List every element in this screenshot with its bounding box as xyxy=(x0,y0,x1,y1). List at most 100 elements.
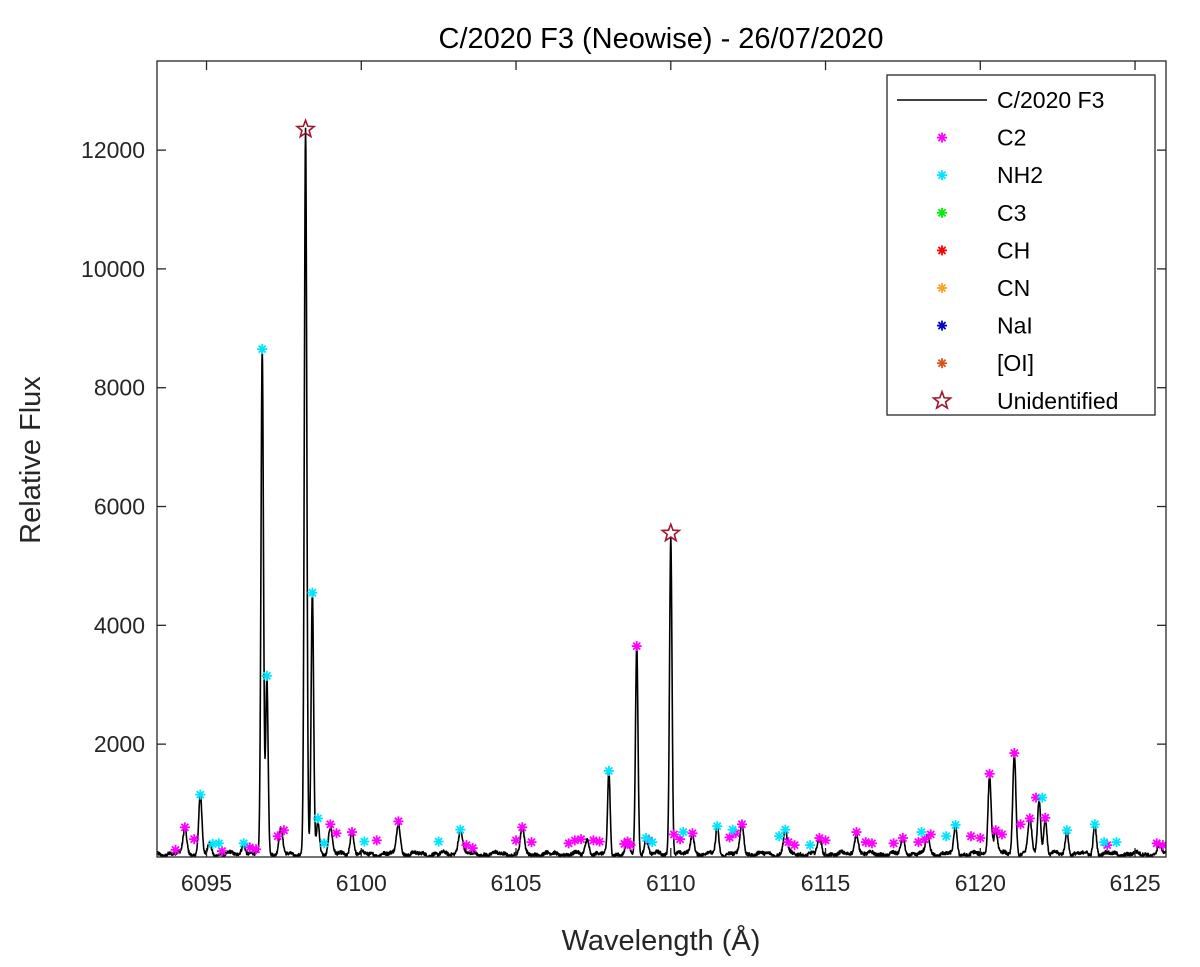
marker-C2-47-stroke xyxy=(976,833,985,843)
marker-NH2-12 xyxy=(603,765,614,776)
x-tick-label: 6100 xyxy=(336,870,387,896)
legend-label: C/2020 F3 xyxy=(997,87,1104,113)
marker-C2-14-stroke xyxy=(468,843,477,853)
marker-C2-2-stroke xyxy=(189,835,199,844)
y-tick-label: 6000 xyxy=(94,494,145,520)
marker-NH2-4-stroke xyxy=(258,344,267,354)
marker-NH2-22-stroke xyxy=(942,832,951,841)
marker-C2-5-stroke xyxy=(251,845,261,854)
marker-C2-15 xyxy=(511,835,522,846)
marker-NH2-8-stroke xyxy=(319,839,329,848)
marker-C2-49-stroke xyxy=(991,826,1000,835)
marker-C2-53-stroke xyxy=(1025,814,1034,823)
marker-C2-35-stroke xyxy=(790,840,799,850)
marker-C2-49 xyxy=(990,825,1001,836)
marker-NH2-19-stroke xyxy=(781,825,790,834)
marker-C2-20-stroke xyxy=(576,835,586,844)
legend-asterisk-swatch xyxy=(937,320,947,331)
marker-C2-28 xyxy=(668,829,679,840)
marker-NH2-23-stroke xyxy=(951,820,960,830)
marker-C2-1 xyxy=(179,822,190,833)
legend-asterisk-swatch xyxy=(937,132,947,143)
marker-C2-8 xyxy=(325,819,336,830)
legend-entry-spectrum: C/2020 F3 xyxy=(897,87,1104,113)
marker-C2-35 xyxy=(789,840,800,851)
x-tick-label: 6110 xyxy=(646,870,695,896)
marker-C2-11-stroke xyxy=(372,836,381,845)
marker-NH2-2-stroke xyxy=(214,839,224,848)
y-tick-label: 4000 xyxy=(94,612,145,638)
marker-C2-57-stroke xyxy=(1152,839,1161,848)
marker-NH2-23 xyxy=(950,819,961,830)
marker-NH2-28-stroke xyxy=(1112,837,1121,847)
legend: C/2020 F3 C2 NH2 C3 CH CN NaI [OI] Unidentified xyxy=(886,74,1156,416)
legend-asterisk-swatch-stroke xyxy=(937,171,947,180)
marker-C2-42-stroke xyxy=(898,833,908,843)
marker-C2-45 xyxy=(925,829,936,840)
legend-entry-NH2: NH2 xyxy=(937,162,1043,188)
marker-C2-40-stroke xyxy=(867,839,877,848)
legend-asterisk-swatch-stroke xyxy=(937,208,947,217)
marker-C2-38-stroke xyxy=(852,827,861,837)
marker-NH2-14 xyxy=(647,837,658,848)
marker-C2-39-stroke xyxy=(861,837,870,847)
marker-NH2-9-stroke xyxy=(360,837,369,846)
marker-C2-55 xyxy=(1040,812,1051,823)
marker-C2-2 xyxy=(189,834,200,845)
marker-NH2-25-stroke xyxy=(1062,826,1072,835)
legend-asterisk-swatch-stroke xyxy=(937,321,947,330)
x-tick-label: 6105 xyxy=(490,870,541,896)
legend-asterisk-swatch xyxy=(937,358,947,369)
y-axis-label: Relative Flux xyxy=(15,376,47,544)
marker-Unidentified-0 xyxy=(294,118,317,139)
marker-NH2-5 xyxy=(261,670,272,681)
marker-C2-55-stroke xyxy=(1041,813,1050,822)
marker-C2-58 xyxy=(1157,840,1166,851)
marker-NH2-26-stroke xyxy=(1090,820,1099,829)
marker-NH2-13-stroke xyxy=(641,833,651,843)
marker-C2-11 xyxy=(371,835,382,846)
marker-NH2-6-stroke xyxy=(308,588,317,597)
marker-C2-25 xyxy=(625,840,636,851)
marker-C2-0-stroke xyxy=(171,845,180,855)
marker-NH2-15 xyxy=(678,827,689,838)
marker-C2-9 xyxy=(331,828,342,839)
legend-asterisk-swatch xyxy=(937,283,947,293)
marker-NH2-20-stroke xyxy=(805,840,815,850)
marker-NH2-12-stroke xyxy=(604,766,614,776)
marker-C2-17-stroke xyxy=(527,837,536,847)
marker-C2-0 xyxy=(170,844,181,855)
marker-NH2-24-stroke xyxy=(1038,793,1047,802)
marker-C2-41 xyxy=(888,838,899,849)
marker-C2-16-stroke xyxy=(518,823,527,832)
marker-C2-58-stroke xyxy=(1158,840,1166,850)
marker-Unidentified-1 xyxy=(660,521,682,543)
marker-C2-34-stroke xyxy=(784,837,793,847)
marker-C2-12-stroke xyxy=(394,817,403,826)
marker-NH2-4 xyxy=(257,344,268,355)
marker-C2-10-stroke xyxy=(347,827,357,837)
marker-NH2-0 xyxy=(195,789,206,800)
marker-C2-31 xyxy=(724,832,735,843)
marker-NH2-9 xyxy=(359,836,370,847)
legend-asterisk-swatch-stroke xyxy=(937,133,947,142)
legend-entry-C2: C2 xyxy=(937,125,1026,151)
marker-C2-12 xyxy=(393,816,404,827)
marker-C2-39 xyxy=(860,837,871,848)
marker-C2-37 xyxy=(820,835,831,846)
marker-C2-3-stroke xyxy=(217,846,227,856)
marker-NH2-5-stroke xyxy=(262,671,272,680)
marker-NH2-19 xyxy=(780,824,791,835)
marker-C2-21 xyxy=(588,835,599,846)
y-tick-label: 2000 xyxy=(94,731,145,757)
legend-asterisk-swatch xyxy=(937,170,947,181)
marker-NH2-17-stroke xyxy=(728,825,737,834)
marker-C2-5 xyxy=(251,844,262,855)
marker-NH2-21-stroke xyxy=(917,827,926,837)
marker-C2-47 xyxy=(975,832,986,843)
marker-NH2-26 xyxy=(1089,819,1100,830)
x-axis-label: Wavelength (Å) xyxy=(562,924,761,957)
marker-NH2-13 xyxy=(641,832,652,843)
